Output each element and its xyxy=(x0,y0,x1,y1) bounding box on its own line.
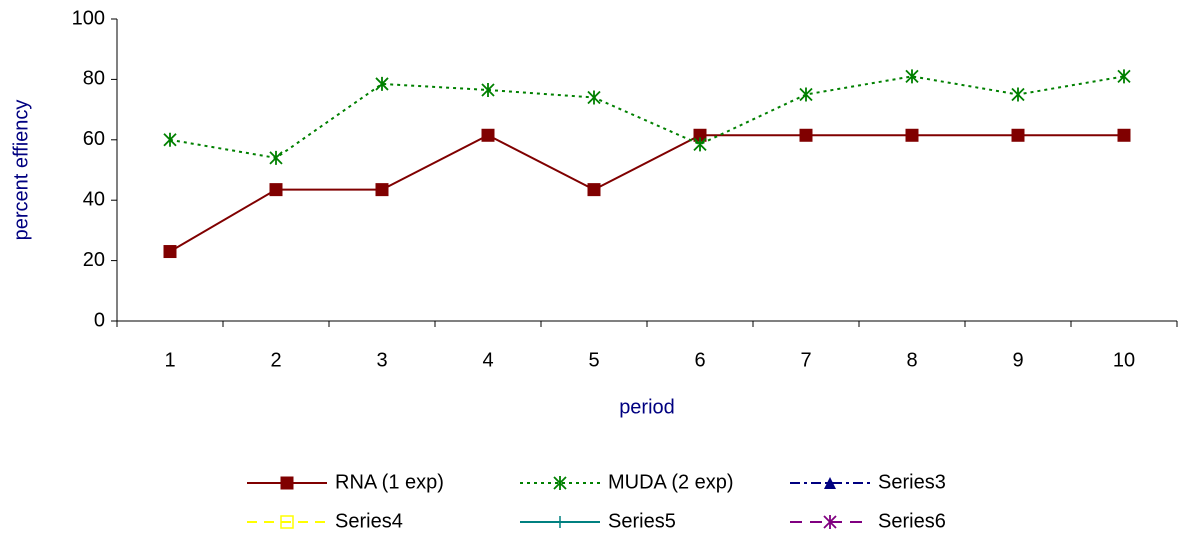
marker-plus xyxy=(554,516,566,528)
marker xyxy=(280,476,294,490)
y-tick-label: 0 xyxy=(94,309,105,331)
marker-square xyxy=(280,476,294,490)
legend-label: MUDA (2 exp) xyxy=(608,471,734,493)
marker xyxy=(799,128,813,142)
marker xyxy=(1011,128,1025,142)
marker xyxy=(553,476,567,490)
marker xyxy=(554,516,566,528)
marker xyxy=(1117,69,1131,84)
y-tick-label: 20 xyxy=(83,249,105,271)
marker-square xyxy=(163,245,177,259)
marker-square xyxy=(905,128,919,142)
y-axis-title: percent effiency xyxy=(10,100,32,241)
x-tick-label: 7 xyxy=(800,349,811,371)
x-tick-label: 4 xyxy=(482,349,493,371)
y-tick-label: 60 xyxy=(83,128,105,150)
marker-star xyxy=(375,76,389,91)
marker-square xyxy=(375,183,389,197)
x-tick-label: 8 xyxy=(906,349,917,371)
legend-label: Series4 xyxy=(335,510,403,532)
marker xyxy=(269,150,283,165)
marker xyxy=(1117,128,1131,142)
marker-star xyxy=(1011,87,1025,102)
marker-star xyxy=(799,87,813,102)
marker xyxy=(280,515,294,529)
series-line xyxy=(169,134,1124,253)
marker xyxy=(481,128,495,142)
marker-square xyxy=(269,183,283,197)
y-tick-label: 80 xyxy=(83,68,105,90)
marker-star xyxy=(823,515,837,529)
marker-star xyxy=(553,476,567,490)
marker xyxy=(823,515,837,529)
marker xyxy=(269,183,283,197)
series-line xyxy=(169,75,1125,159)
marker-square xyxy=(280,515,294,529)
marker xyxy=(905,128,919,142)
marker xyxy=(163,245,177,259)
marker-square xyxy=(1011,128,1025,142)
x-tick-label: 9 xyxy=(1012,349,1023,371)
marker xyxy=(905,69,919,84)
marker-square xyxy=(799,128,813,142)
x-tick-label: 10 xyxy=(1113,349,1135,371)
marker xyxy=(1011,87,1025,102)
marker-star xyxy=(1117,69,1131,84)
y-tick-label: 100 xyxy=(72,7,105,29)
legend-label: Series5 xyxy=(608,510,676,532)
marker-triangle xyxy=(824,477,836,489)
x-tick-label: 1 xyxy=(164,349,175,371)
marker-star xyxy=(269,150,283,165)
marker-square xyxy=(481,128,495,142)
x-tick-label: 5 xyxy=(588,349,599,371)
marker xyxy=(375,76,389,91)
marker xyxy=(375,183,389,197)
marker-star xyxy=(481,82,495,97)
x-axis-title: period xyxy=(619,396,675,418)
x-tick-label: 3 xyxy=(376,349,387,371)
marker xyxy=(693,137,707,152)
y-tick-label: 40 xyxy=(83,188,105,210)
marker xyxy=(824,477,836,489)
legend-label: RNA (1 exp) xyxy=(335,471,444,493)
x-tick-label: 2 xyxy=(270,349,281,371)
marker xyxy=(799,87,813,102)
marker-square xyxy=(587,183,601,197)
x-tick-label: 6 xyxy=(694,349,705,371)
marker xyxy=(481,82,495,97)
legend-label: Series3 xyxy=(878,471,946,493)
marker-star xyxy=(693,137,707,152)
marker-star xyxy=(163,132,177,147)
marker-star xyxy=(905,69,919,84)
marker xyxy=(587,183,601,197)
legend-label: Series6 xyxy=(878,510,946,532)
marker-square xyxy=(1117,128,1131,142)
marker xyxy=(587,90,601,105)
marker-star xyxy=(587,90,601,105)
marker xyxy=(163,132,177,147)
